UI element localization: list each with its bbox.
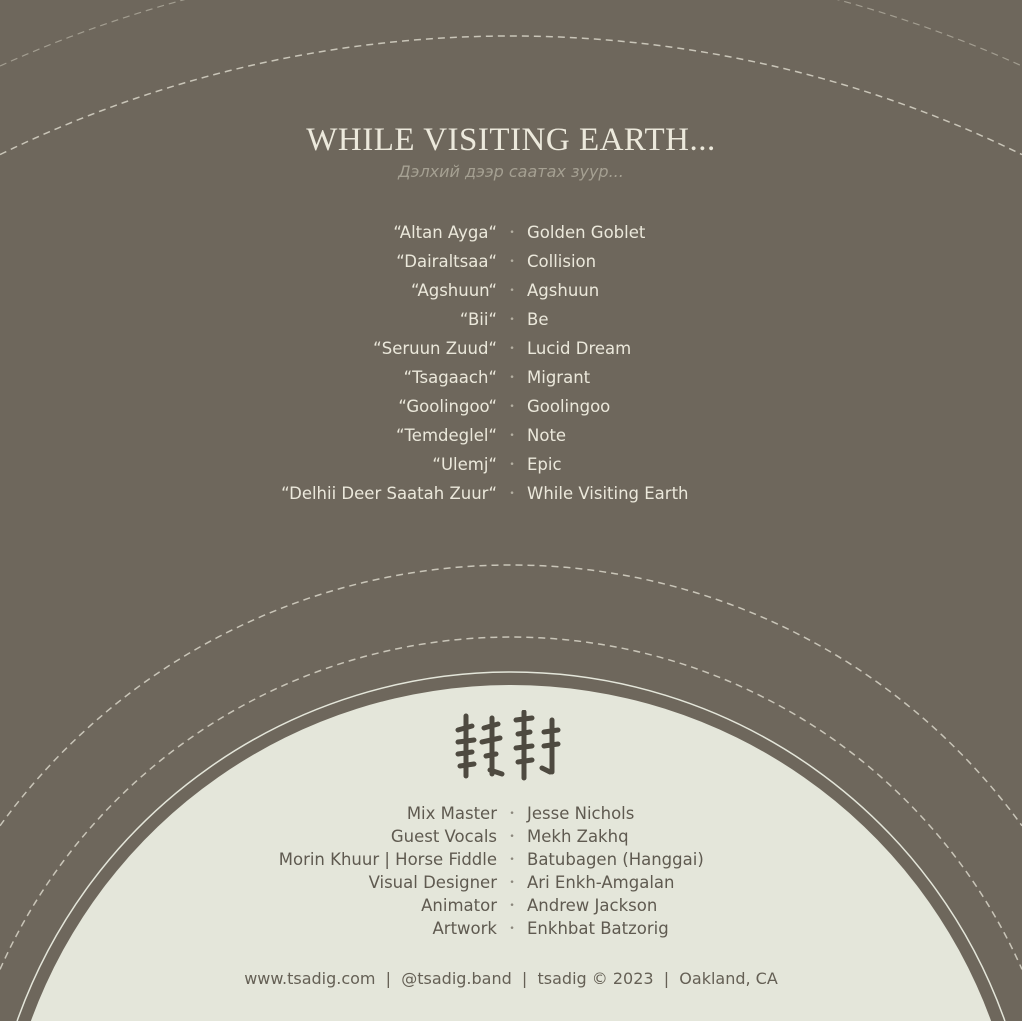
separator-dot: • [509,877,515,888]
track-title-mongolian: “Agshuun“ [411,281,497,300]
separator-dot: • [509,256,515,267]
credit-role: Guest Vocals [390,827,497,846]
credit-row: Guest Vocals • Mekh Zakhq [0,825,1022,848]
label-disc [30,685,992,1021]
album-title: WHILE VISITING EARTH... [306,122,716,158]
track-row: “Tsagaach“ • Migrant [0,363,1022,392]
tracklist: “Altan Ayga“ • Golden Goblet “Dairaltsaa“ •… [0,218,1022,508]
track-title-mongolian: “Tsagaach“ [403,368,497,387]
solid-ring [16,671,1006,1021]
separator-dot: • [509,923,515,934]
track-row: “Bii“ • Be [0,305,1022,334]
track-title-mongolian: “Temdeglel“ [395,426,497,445]
credit-role: Animator [421,896,497,915]
separator-dot: • [509,831,515,842]
credit-row: Animator • Andrew Jackson [0,894,1022,917]
tsadig-mongolian-script-logo [455,710,561,781]
credit-role: Morin Khuur | Horse Fiddle [278,850,497,869]
separator-dot: • [509,808,515,819]
track-title-mongolian: “Bii“ [459,310,497,329]
credit-name: Enkhbat Batzorig [527,919,669,938]
dashed-ring [0,0,1022,67]
credit-row: Mix Master • Jesse Nichols [0,802,1022,825]
credit-name: Andrew Jackson [527,896,658,915]
album-subtitle: Дэлхий дээр саатах зуур... [398,162,624,181]
track-row: “Goolingoo“ • Goolingoo [0,392,1022,421]
footer-info: www.tsadig.com | @tsadig.band | tsadig ©… [244,969,778,988]
credits-list: Mix Master • Jesse Nichols Guest Vocals • Me… [0,802,1022,940]
dashed-ring [0,564,1022,827]
track-row: “Seruun Zuud“ • Lucid Dream [0,334,1022,363]
separator-dot: • [509,314,515,325]
separator-dot: • [509,285,515,296]
dashed-ring [0,35,1022,156]
track-row: “Ulemj“ • Epic [0,450,1022,479]
separator-dot: • [509,401,515,412]
track-title-english: Goolingoo [527,397,611,416]
track-title-english: Collision [527,252,597,271]
track-title-english: Migrant [527,368,591,387]
track-title-mongolian: “Dairaltsaa“ [396,252,497,271]
track-title-english: Be [527,310,549,329]
track-title-english: Lucid Dream [527,339,632,358]
credit-role: Mix Master [406,804,497,823]
separator-dot: • [509,430,515,441]
track-title-english: Epic [527,455,562,474]
track-row: “Agshuun“ • Agshuun [0,276,1022,305]
track-title-english: Agshuun [527,281,600,300]
separator-dot: • [509,488,515,499]
track-title-english: While Visiting Earth [527,484,689,503]
track-title-mongolian: “Altan Ayga“ [393,223,497,242]
track-title-mongolian: “Seruun Zuud“ [373,339,497,358]
credit-name: Jesse Nichols [527,804,635,823]
credit-name: Mekh Zakhq [527,827,629,846]
separator-dot: • [509,372,515,383]
track-row: “Temdeglel“ • Note [0,421,1022,450]
separator-dot: • [509,343,515,354]
track-row: “Altan Ayga“ • Golden Goblet [0,218,1022,247]
credit-name: Batubagen (Hanggai) [527,850,704,869]
separator-dot: • [509,459,515,470]
track-title-english: Golden Goblet [527,223,646,242]
track-title-mongolian: “Goolingoo“ [398,397,497,416]
credit-row: Morin Khuur | Horse Fiddle • Batubagen (Ha… [0,848,1022,871]
track-title-mongolian: “Delhii Deer Saatah Zuur“ [281,484,497,503]
credit-role: Visual Designer [368,873,497,892]
track-title-mongolian: “Ulemj“ [432,455,497,474]
credit-name: Ari Enkh-Amgalan [527,873,675,892]
separator-dot: • [509,854,515,865]
track-title-english: Note [527,426,567,445]
separator-dot: • [509,227,515,238]
credit-row: Visual Designer • Ari Enkh-Amgalan [0,871,1022,894]
credit-row: Artwork • Enkhbat Batzorig [0,917,1022,940]
credit-role: Artwork [432,919,497,938]
track-row: “Delhii Deer Saatah Zuur“ • While Visiting… [0,479,1022,508]
track-row: “Dairaltsaa“ • Collision [0,247,1022,276]
separator-dot: • [509,900,515,911]
